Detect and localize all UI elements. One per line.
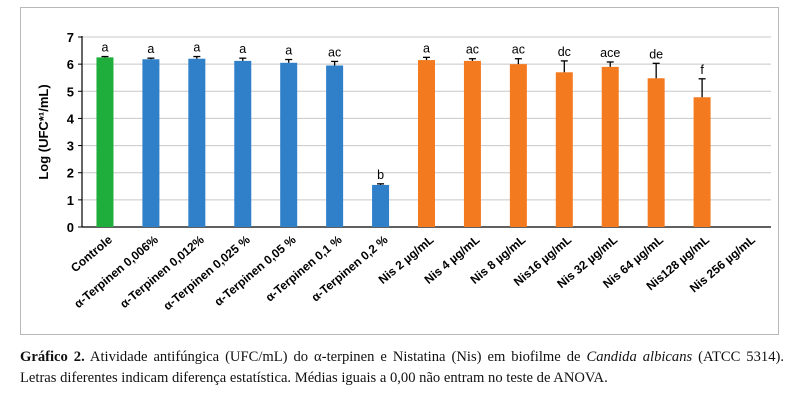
y-tick-label: 7 [67, 30, 74, 45]
significance-letter: b [377, 168, 384, 182]
caption-text-1: Atividade antifúngica (UFC/mL) do α-terp… [84, 349, 587, 365]
bar [188, 58, 206, 227]
bar [418, 60, 435, 228]
significance-letter: dc [558, 45, 571, 59]
bar [693, 97, 711, 227]
significance-letter: a [285, 44, 292, 58]
significance-letter: a [147, 42, 154, 56]
y-tick-label: 5 [67, 84, 74, 99]
category-label: α-Terpinen 0,2 % [309, 232, 391, 304]
significance-letter: ac [466, 43, 479, 57]
significance-letter: de [649, 47, 663, 61]
y-tick-label: 6 [67, 57, 74, 72]
bar [601, 66, 619, 227]
significance-letter: a [101, 41, 108, 55]
bar [96, 57, 114, 227]
y-tick-label: 1 [67, 193, 74, 208]
y-axis-title: Log (UFC*¹/mL) [36, 84, 51, 179]
significance-letter: a [193, 41, 200, 55]
caption-species: Candida albicans [586, 349, 693, 365]
y-tick-label: 0 [67, 220, 74, 235]
bar [142, 59, 160, 227]
figure-caption: Gráfico 2. Atividade antifúngica (UFC/mL… [20, 347, 784, 389]
bar [280, 62, 298, 228]
y-tick-label: 3 [67, 139, 74, 154]
category-label: α-Terpinen 0,05 % [212, 232, 299, 308]
category-label: α-Terpinen 0,006% [71, 232, 161, 311]
bar [372, 184, 390, 227]
significance-letter: ac [512, 43, 525, 57]
y-tick-label: 2 [67, 166, 74, 181]
category-label: α-Terpinen 0,1 % [263, 232, 345, 304]
caption-label: Gráfico 2. [20, 349, 85, 365]
significance-letter: ace [600, 46, 620, 60]
significance-letter: a [423, 41, 430, 55]
significance-letter: ac [328, 45, 341, 59]
bar [326, 65, 344, 227]
y-tick-label: 4 [67, 111, 75, 126]
significance-letter: f [700, 63, 704, 77]
bar [555, 72, 573, 228]
bar [509, 64, 527, 227]
bar [647, 78, 665, 227]
bar [463, 60, 481, 228]
significance-letter: a [239, 42, 246, 56]
chart-frame: 0 1 2 3 4 5 6 7 Log (UFC*¹/mL) a Controle a α-Terpin… [20, 7, 779, 335]
bar [234, 60, 252, 228]
caption-text-2: (ATCC 5314). Letras diferentes indicam d… [20, 349, 785, 386]
category-label: α-Terpinen 0,012% [117, 232, 207, 311]
category-label: α-Terpinen 0,025 % [161, 232, 253, 313]
